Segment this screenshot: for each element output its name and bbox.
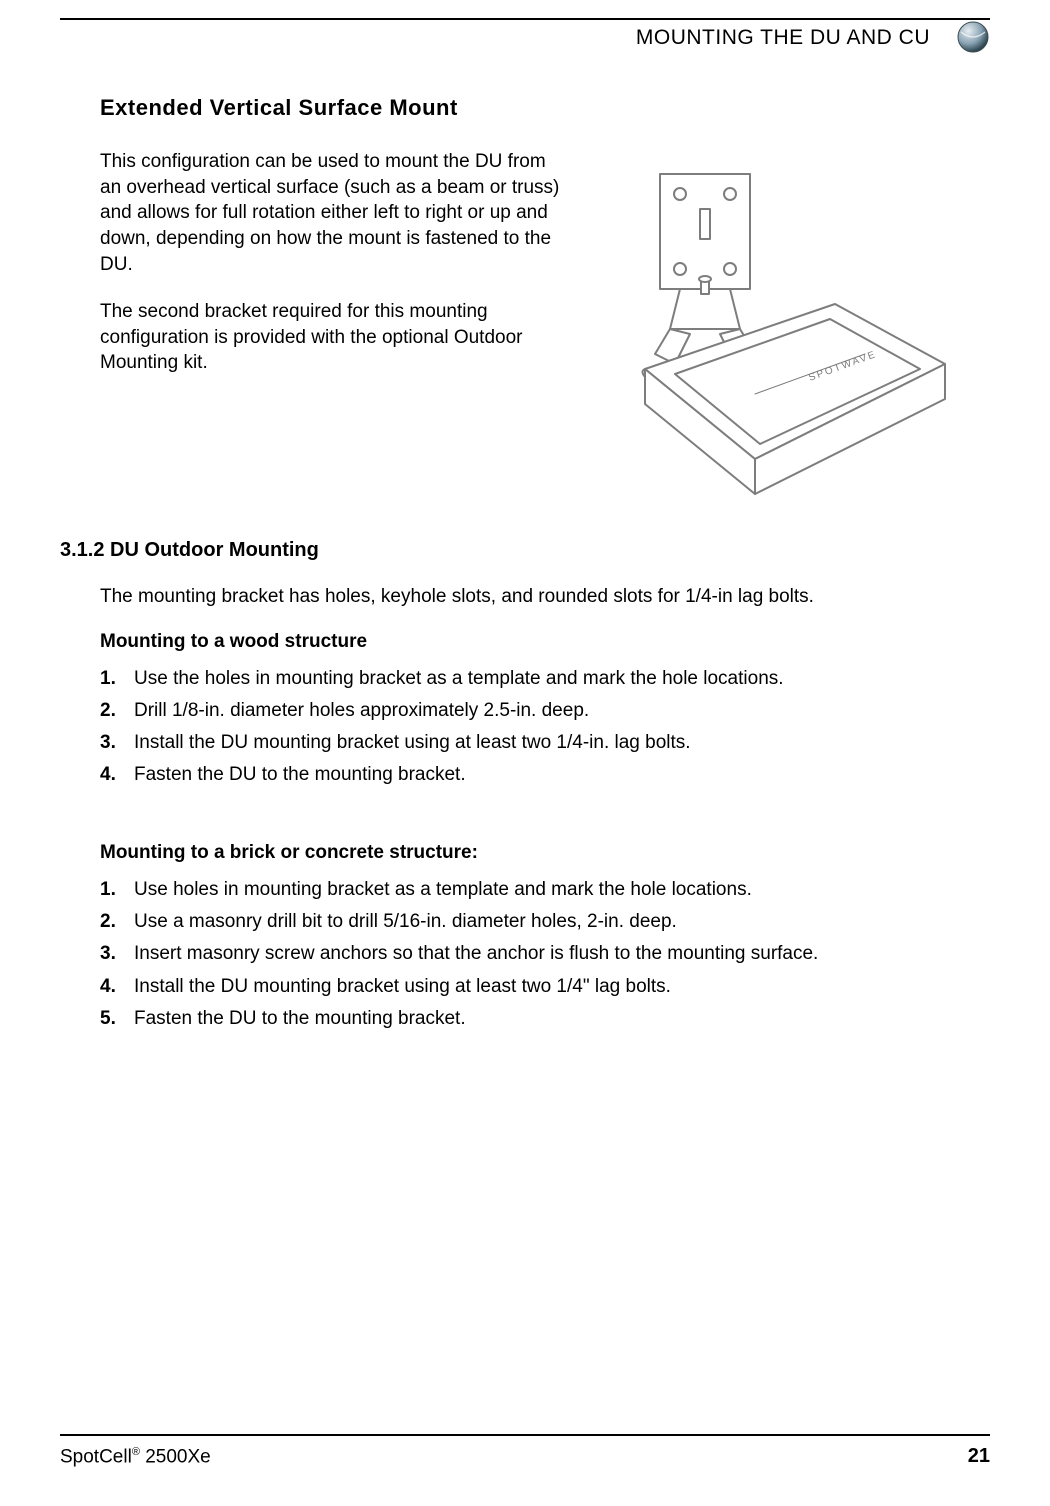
intro-row: This configuration can be used to mount … — [100, 149, 980, 499]
list-item: Install the DU mounting bracket using at… — [100, 971, 980, 1003]
header-title: MOUNTING THE DU AND CU — [636, 26, 930, 50]
vertical-mount-illustration: SPOTWAVE — [590, 149, 980, 499]
intro-para-1: This configuration can be used to mount … — [100, 149, 570, 277]
list-item: Use the holes in mounting bracket as a t… — [100, 663, 980, 695]
list-item: Fasten the DU to the mounting bracket. — [100, 1003, 980, 1035]
footer-product-prefix: SpotCell — [60, 1446, 132, 1467]
wood-heading: Mounting to a wood structure — [100, 631, 980, 653]
header-rule — [60, 18, 990, 20]
list-item: Drill 1/8-in. diameter holes approximate… — [100, 695, 980, 727]
intro-para-2: The second bracket required for this mou… — [100, 299, 570, 376]
footer-rule — [60, 1434, 990, 1436]
subsection-intro: The mounting bracket has holes, keyhole … — [100, 584, 980, 611]
page-number: 21 — [968, 1445, 990, 1468]
list-item: Use a masonry drill bit to drill 5/16-in… — [100, 906, 980, 938]
list-item: Use holes in mounting bracket as a templ… — [100, 874, 980, 906]
footer-product: SpotCell® 2500Xe — [60, 1446, 211, 1468]
registered-mark: ® — [132, 1446, 140, 1458]
brick-steps: Use holes in mounting bracket as a templ… — [100, 874, 980, 1035]
globe-icon — [956, 20, 990, 54]
brick-heading: Mounting to a brick or concrete structur… — [100, 842, 980, 864]
section-title: Extended Vertical Surface Mount — [100, 95, 980, 121]
content-area: Extended Vertical Surface Mount This con… — [100, 95, 980, 1035]
list-item: Insert masonry screw anchors so that the… — [100, 938, 980, 970]
wood-steps: Use the holes in mounting bracket as a t… — [100, 663, 980, 792]
list-item: Install the DU mounting bracket using at… — [100, 727, 980, 759]
page: MOUNTING THE DU AND CU Extended Vertical… — [0, 0, 1050, 1506]
subsection-heading: 3.1.2 DU Outdoor Mounting — [60, 539, 980, 562]
intro-text: This configuration can be used to mount … — [100, 149, 570, 499]
footer-product-suffix: 2500Xe — [140, 1446, 211, 1467]
list-item: Fasten the DU to the mounting bracket. — [100, 759, 980, 791]
